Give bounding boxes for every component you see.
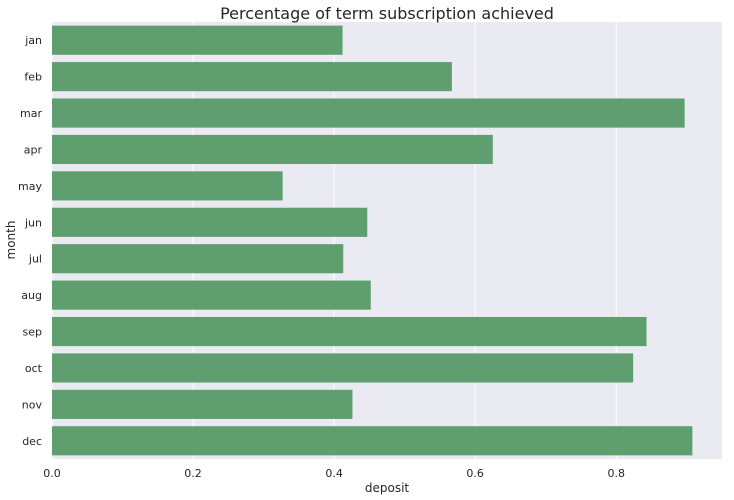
x-tick-label: 0.0 <box>43 467 61 480</box>
bar-jun <box>52 207 368 237</box>
y-tick-label-apr: apr <box>24 143 43 156</box>
x-tick-label: 0.8 <box>607 467 625 480</box>
y-tick-labels: jan feb mar apr may jun jul aug sep oct nov dec <box>18 34 43 448</box>
y-tick-label-aug: aug <box>21 289 42 302</box>
y-tick-label-oct: oct <box>25 362 43 375</box>
y-tick-label-jan: jan <box>24 34 42 47</box>
y-tick-label-may: may <box>18 180 42 193</box>
y-tick-label-mar: mar <box>20 107 42 120</box>
x-tick-label: 0.6 <box>466 467 484 480</box>
y-tick-label-nov: nov <box>22 398 43 411</box>
grid <box>51 22 617 459</box>
chart-title: Percentage of term subscription achieved <box>220 4 554 23</box>
x-tick-label: 0.4 <box>325 467 343 480</box>
bar-jul <box>52 244 344 274</box>
x-tick-labels: 0.0 0.2 0.4 0.6 0.8 <box>43 467 625 480</box>
bar-dec <box>52 426 693 456</box>
bars <box>52 25 693 456</box>
y-tick-label-dec: dec <box>22 435 42 448</box>
bar-nov <box>52 389 353 419</box>
y-tick-label-jun: jun <box>24 216 42 229</box>
bar-jan <box>52 25 343 55</box>
bar-feb <box>52 62 452 92</box>
bar-aug <box>52 280 371 310</box>
bar-sep <box>52 316 647 347</box>
x-axis-label: deposit <box>365 481 410 495</box>
x-tick-label: 0.2 <box>184 467 202 480</box>
bar-apr <box>52 134 493 165</box>
y-tick-label-sep: sep <box>23 326 42 339</box>
plot-area <box>52 22 722 459</box>
y-axis-label: month <box>4 221 18 260</box>
y-tick-label-feb: feb <box>24 71 42 84</box>
bar-oct <box>52 353 634 383</box>
bar-may <box>52 171 283 201</box>
bar-mar <box>52 98 685 128</box>
y-tick-label-jul: jul <box>28 253 42 266</box>
